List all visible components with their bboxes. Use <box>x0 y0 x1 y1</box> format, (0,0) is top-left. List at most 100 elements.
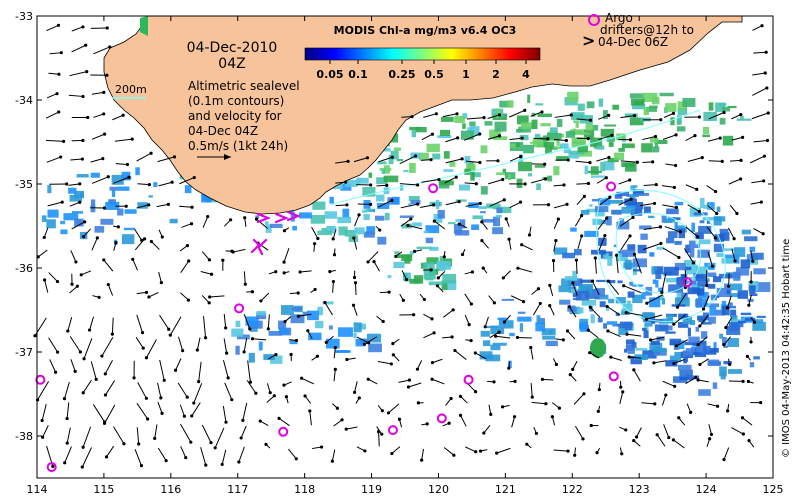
chl-pixel <box>702 312 710 317</box>
velocity-arrow-head <box>231 250 235 254</box>
velocity-arrow-head <box>102 132 107 136</box>
chl-pixel <box>688 244 701 248</box>
chl-pixel <box>124 209 137 214</box>
chl-pixel <box>329 196 334 204</box>
velocity-arrow-head <box>368 202 373 206</box>
velocity-arrow-head <box>502 198 506 202</box>
chl-pixel <box>586 101 595 109</box>
velocity-arrow-head <box>674 205 678 210</box>
velocity-arrow-head <box>516 266 520 270</box>
chl-pixel <box>495 108 500 118</box>
chl-pixel <box>340 183 352 191</box>
velocity-arrow-head <box>548 283 552 287</box>
velocity-arrow-head <box>430 377 434 381</box>
velocity-arrow <box>664 226 681 233</box>
velocity-arrow-head <box>502 320 507 324</box>
chl-pixel <box>740 115 744 121</box>
velocity-arrow-head <box>189 222 194 226</box>
velocity-arrow-head <box>87 328 92 332</box>
velocity-arrow-head <box>565 202 569 206</box>
chl-pixel <box>561 278 574 286</box>
velocity-arrow <box>400 203 418 209</box>
chl-pixel <box>478 205 487 210</box>
velocity-arrow-head <box>672 185 676 190</box>
velocity-arrow <box>663 112 674 118</box>
chl-pixel <box>614 194 623 199</box>
velocity-arrow-head <box>254 217 259 221</box>
velocity-arrow-head <box>132 376 136 380</box>
velocity-arrow <box>373 261 381 272</box>
chl-pixel <box>471 224 480 230</box>
chl-pixel <box>60 220 66 225</box>
chl-pixel <box>592 124 599 131</box>
velocity-arrow <box>487 135 500 140</box>
velocity-arrow <box>465 160 480 163</box>
velocity-arrow <box>752 87 768 96</box>
velocity-arrow-head <box>658 225 663 229</box>
velocity-arrow-head <box>345 357 349 362</box>
velocity-arrow <box>588 329 599 339</box>
velocity-arrow <box>136 152 152 162</box>
chl-pixel <box>707 359 720 366</box>
chl-pixel <box>713 243 724 253</box>
chl-pixel <box>630 209 643 216</box>
sealevel-note-4: 04-Dec 04Z <box>188 124 258 138</box>
velocity-arrow-head <box>294 338 299 343</box>
chl-pixel <box>248 352 255 363</box>
chl-pixel <box>443 151 450 159</box>
chl-pixel <box>668 284 683 293</box>
velocity-arrow-head <box>192 401 196 405</box>
velocity-arrow-head <box>243 282 247 286</box>
chl-pixel <box>358 323 366 330</box>
velocity-arrow <box>643 226 661 230</box>
velocity-arrow-head <box>70 282 74 286</box>
velocity-arrow-head <box>294 457 298 461</box>
velocity-arrow-head <box>551 259 556 263</box>
velocity-arrow-head <box>653 134 658 139</box>
chl-pixel <box>651 347 667 352</box>
chl-pixel <box>659 92 674 97</box>
chl-pixel <box>600 161 606 172</box>
velocity-arrow <box>511 416 516 428</box>
chl-pixel <box>455 219 461 222</box>
velocity-arrow <box>200 270 212 275</box>
velocity-arrow <box>101 336 114 357</box>
velocity-arrow-head <box>35 398 40 402</box>
chl-pixel <box>642 312 655 319</box>
velocity-arrow-head <box>351 303 356 307</box>
velocity-arrow-head <box>713 189 718 194</box>
velocity-arrow-head <box>621 390 625 394</box>
chl-pixel <box>344 229 357 237</box>
chl-pixel <box>744 236 758 242</box>
chl-pixel <box>509 332 515 337</box>
velocity-arrow <box>742 417 753 426</box>
velocity-arrow-head <box>673 163 678 168</box>
velocity-arrow-head <box>389 362 393 366</box>
velocity-arrow <box>685 135 696 141</box>
chl-pixel <box>667 231 678 238</box>
chl-pixel <box>734 247 746 257</box>
velocity-arrow-head <box>629 197 633 201</box>
chl-pixel <box>437 209 445 219</box>
velocity-arrow-head <box>404 277 409 282</box>
chl-pixel <box>695 326 700 332</box>
velocity-arrow-head <box>435 284 440 288</box>
colorbar-title: MODIS Chl-a mg/m3 v6.4 OC3 <box>334 24 517 37</box>
velocity-arrow-head <box>406 385 411 389</box>
velocity-arrow-head <box>523 108 527 112</box>
velocity-arrow <box>489 331 500 339</box>
chl-pixel <box>317 306 323 316</box>
velocity-arrow <box>115 163 128 165</box>
velocity-arrow <box>656 434 666 447</box>
chl-pixel <box>123 227 136 231</box>
velocity-arrow <box>432 358 443 364</box>
colorbar-tick-label: 0.05 <box>316 68 343 81</box>
velocity-arrow-head <box>105 26 109 30</box>
velocity-arrow <box>136 427 140 445</box>
velocity-arrow-head <box>106 175 110 179</box>
velocity-arrow-head <box>521 299 526 304</box>
velocity-arrow-head <box>544 402 548 406</box>
chl-pixel <box>535 103 544 106</box>
chl-pixel <box>619 321 633 328</box>
velocity-arrow-head <box>724 325 728 330</box>
